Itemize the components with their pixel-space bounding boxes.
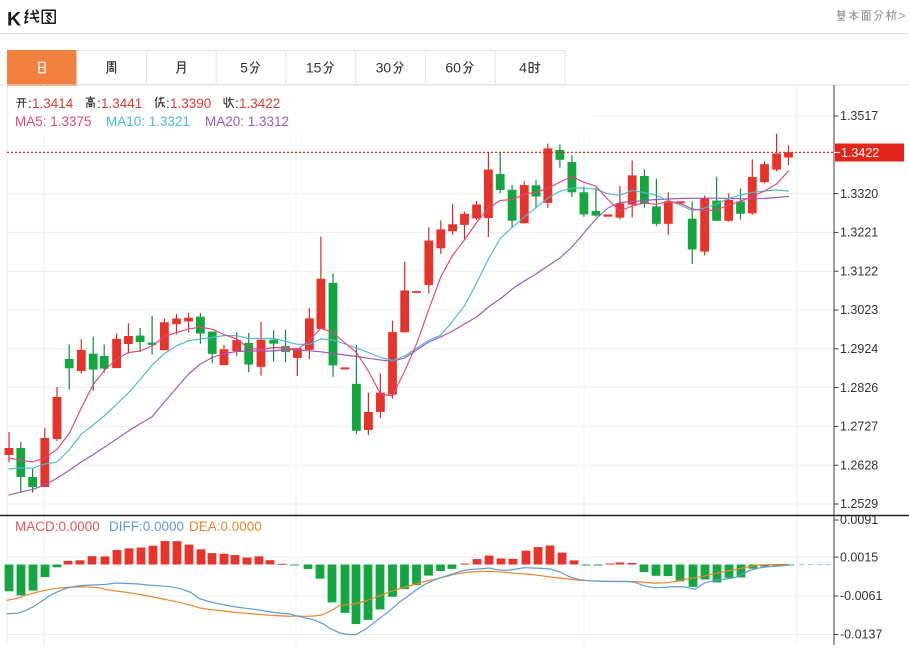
- svg-text:0.0091: 0.0091: [840, 513, 878, 527]
- svg-text:DIFF:0.0000: DIFF:0.0000: [109, 519, 184, 534]
- svg-text:1.3390: 1.3390: [170, 96, 211, 111]
- svg-text:K: K: [7, 9, 21, 31]
- svg-text:1.3422: 1.3422: [239, 96, 280, 111]
- svg-text:-0.0061: -0.0061: [840, 589, 882, 603]
- svg-text:1.2826: 1.2826: [840, 381, 878, 395]
- svg-text:1.3414: 1.3414: [32, 96, 74, 111]
- svg-text:0.0015: 0.0015: [840, 550, 878, 564]
- svg-text:30: 30: [376, 60, 392, 76]
- svg-text:5: 5: [240, 60, 248, 76]
- svg-text:MA5: 1.3375: MA5: 1.3375: [15, 114, 92, 129]
- svg-text::: :: [235, 96, 239, 111]
- svg-text:1.3221: 1.3221: [840, 226, 878, 240]
- svg-text:1.3441: 1.3441: [101, 96, 142, 111]
- svg-text:MACD:0.0000: MACD:0.0000: [15, 519, 100, 534]
- svg-text:4: 4: [519, 60, 527, 76]
- svg-text:-0.0137: -0.0137: [840, 628, 882, 642]
- svg-text::: :: [166, 96, 170, 111]
- svg-text:DEA:0.0000: DEA:0.0000: [189, 519, 262, 534]
- svg-text:1.2529: 1.2529: [840, 497, 878, 511]
- svg-text::: :: [97, 96, 101, 111]
- svg-text:1.2628: 1.2628: [840, 458, 878, 472]
- svg-text:1.3422: 1.3422: [841, 146, 879, 160]
- svg-text:1.3517: 1.3517: [840, 109, 878, 123]
- svg-text:1.3320: 1.3320: [840, 187, 878, 201]
- svg-text:15: 15: [306, 60, 322, 76]
- svg-text:MA20: 1.3312: MA20: 1.3312: [205, 114, 289, 129]
- svg-text:1.3122: 1.3122: [840, 264, 878, 278]
- svg-text:1.2924: 1.2924: [840, 342, 878, 356]
- svg-text:1.3023: 1.3023: [840, 303, 878, 317]
- svg-text:60: 60: [445, 60, 461, 76]
- svg-text::: :: [28, 96, 32, 111]
- svg-text:1.2727: 1.2727: [840, 420, 878, 434]
- svg-text:MA10: 1.3321: MA10: 1.3321: [106, 114, 190, 129]
- svg-text:>: >: [898, 8, 906, 23]
